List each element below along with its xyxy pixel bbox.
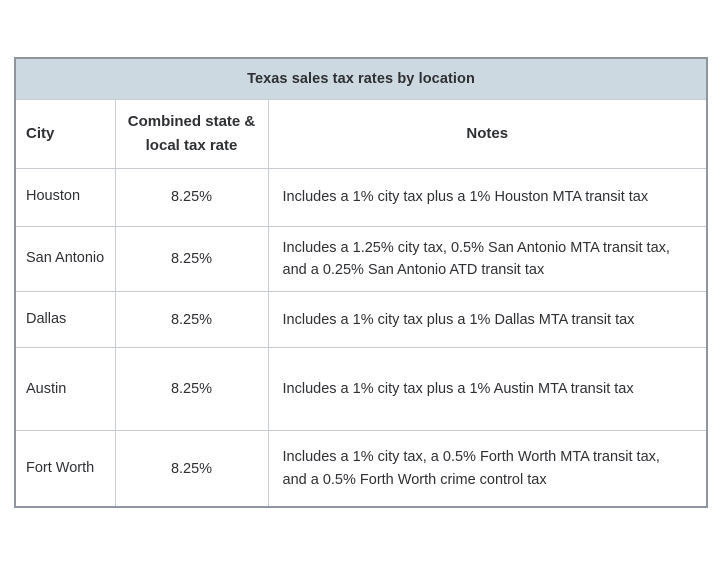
- note-cell: Includes a 1% city tax plus a 1% Dallas …: [267, 291, 708, 349]
- table-row-dallas: Dallas 8.25% Includes a 1% city tax plus…: [14, 291, 708, 349]
- rate-cell: 8.25%: [114, 430, 269, 508]
- city-cell: Dallas: [14, 291, 116, 349]
- city-cell: Houston: [14, 167, 116, 227]
- table-title: Texas sales tax rates by location: [14, 57, 708, 100]
- table-row-fort-worth: Fort Worth 8.25% Includes a 1% city tax,…: [14, 430, 708, 508]
- city-cell: San Antonio: [14, 225, 116, 293]
- note-cell: Includes a 1% city tax, a 0.5% Forth Wor…: [267, 430, 708, 508]
- table-header-row: City Combined state & local tax rate Not…: [14, 98, 708, 169]
- rate-cell: 8.25%: [114, 291, 269, 349]
- city-cell: Fort Worth: [14, 430, 116, 508]
- table-row-houston: Houston 8.25% Includes a 1% city tax plu…: [14, 167, 708, 227]
- note-cell: Includes a 1% city tax plus a 1% Austin …: [267, 347, 708, 432]
- column-header-notes: Notes: [267, 98, 708, 169]
- note-cell: Includes a 1.25% city tax, 0.5% San Anto…: [267, 225, 708, 293]
- note-cell: Includes a 1% city tax plus a 1% Houston…: [267, 167, 708, 227]
- city-cell: Austin: [14, 347, 116, 432]
- rate-cell: 8.25%: [114, 225, 269, 293]
- table-row-austin: Austin 8.25% Includes a 1% city tax plus…: [14, 347, 708, 432]
- rate-cell: 8.25%: [114, 167, 269, 227]
- column-header-rate: Combined state & local tax rate: [114, 98, 269, 169]
- table-row-san-antonio: San Antonio 8.25% Includes a 1.25% city …: [14, 225, 708, 293]
- column-header-city: City: [14, 98, 116, 169]
- tax-rates-table: Texas sales tax rates by location City C…: [14, 57, 709, 508]
- rate-cell: 8.25%: [114, 347, 269, 432]
- table-title-row: Texas sales tax rates by location: [14, 57, 708, 100]
